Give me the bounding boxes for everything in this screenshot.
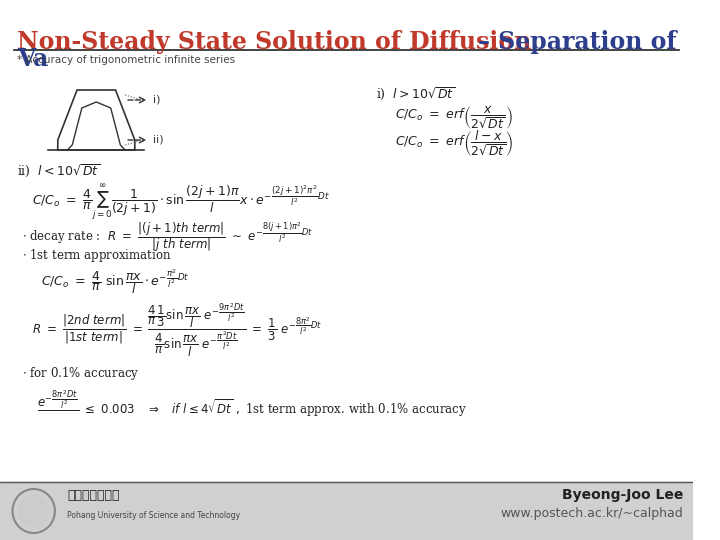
- Text: $\cdot$ decay rate :  $R\ =\ \dfrac{|(j+1)th\ term|}{|j\ th\ term|}\ \sim\ e^{-\: $\cdot$ decay rate : $R\ =\ \dfrac{|(j+1…: [22, 220, 314, 254]
- Text: ii)  $l < 10\sqrt{Dt}$: ii) $l < 10\sqrt{Dt}$: [17, 162, 101, 179]
- Text: * Accuracy of trigonometric infinite series: * Accuracy of trigonometric infinite ser…: [17, 55, 235, 65]
- Text: Byeong-Joo Lee: Byeong-Joo Lee: [562, 488, 684, 502]
- Text: i): i): [153, 95, 161, 105]
- Text: Va: Va: [17, 47, 49, 71]
- Text: 포항공과대학교: 포항공과대학교: [68, 489, 120, 502]
- Text: $\dfrac{e^{-\dfrac{8\pi^2 Dt}{l^2}}}{\ }\ \leq\ 0.003\quad\Rightarrow\quad if\ l: $\dfrac{e^{-\dfrac{8\pi^2 Dt}{l^2}}}{\ }…: [37, 388, 467, 418]
- Text: i)  $l > 10\sqrt{Dt}$: i) $l > 10\sqrt{Dt}$: [376, 85, 455, 102]
- Text: $C/C_o\ =\ \dfrac{4}{\pi}\sum_{j=0}^{\infty}\dfrac{1}{(2j+1)}\cdot\sin\dfrac{(2j: $C/C_o\ =\ \dfrac{4}{\pi}\sum_{j=0}^{\in…: [32, 182, 330, 222]
- Text: $C/C_o\ =\ \dfrac{4}{\pi}\ \sin\dfrac{\pi x}{l}\cdot e^{-\dfrac{\pi^2}{l^2}Dt}$: $C/C_o\ =\ \dfrac{4}{\pi}\ \sin\dfrac{\p…: [42, 267, 190, 296]
- Text: $\cdot$ 1st term approximation: $\cdot$ 1st term approximation: [22, 247, 172, 264]
- Circle shape: [18, 495, 49, 527]
- Polygon shape: [58, 90, 135, 150]
- Text: Pohang University of Science and Technology: Pohang University of Science and Technol…: [68, 511, 240, 520]
- Text: $R\ =\ \dfrac{|2nd\ term|}{|1st\ term|}\ =\ \dfrac{\dfrac{4}{\pi}\dfrac{1}{3}\si: $R\ =\ \dfrac{|2nd\ term|}{|1st\ term|}\…: [32, 302, 322, 359]
- Text: $C/C_o\ =\ erf\left(\dfrac{l-x}{2\sqrt{Dt}}\right)$: $C/C_o\ =\ erf\left(\dfrac{l-x}{2\sqrt{D…: [395, 128, 513, 159]
- Text: Non-Steady State Solution of Diffusion: Non-Steady State Solution of Diffusion: [17, 30, 531, 54]
- Bar: [0, 482, 693, 540]
- Text: $C/C_o\ =\ erf\left(\dfrac{x}{2\sqrt{Dt}}\right)$: $C/C_o\ =\ erf\left(\dfrac{x}{2\sqrt{Dt}…: [395, 105, 513, 131]
- Text: ii): ii): [153, 135, 163, 145]
- Text: www.postech.ac.kr/~calphad: www.postech.ac.kr/~calphad: [501, 507, 684, 520]
- Text: – Separation of: – Separation of: [470, 30, 676, 54]
- Text: $\cdot$ for 0.1% accuracy: $\cdot$ for 0.1% accuracy: [22, 365, 140, 382]
